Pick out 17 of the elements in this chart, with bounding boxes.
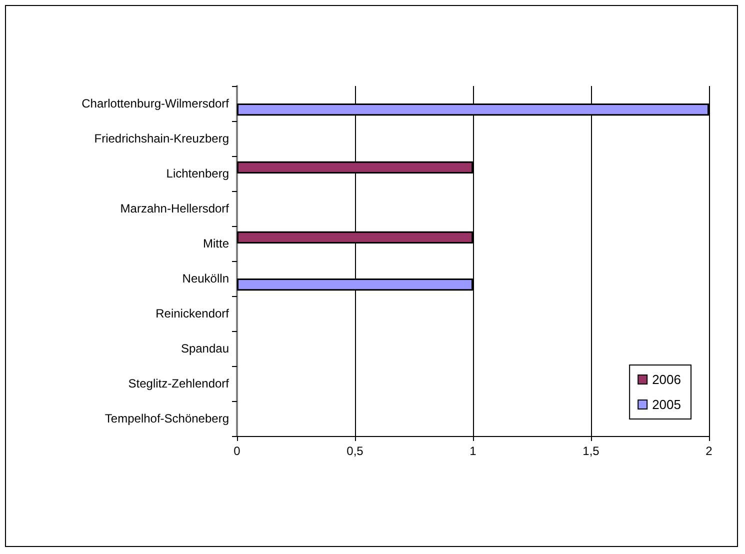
y-tick-label: Tempelhof-Schöneberg xyxy=(104,412,229,426)
y-tick-label: Marzahn-Hellersdorf xyxy=(120,202,230,216)
x-tick-label: 2 xyxy=(706,444,713,458)
y-tick-label: Friedrichshain-Kreuzberg xyxy=(94,132,229,146)
y-tick-label: Spandau xyxy=(180,342,229,356)
legend-label: 2005 xyxy=(652,397,681,412)
legend-label: 2006 xyxy=(652,372,681,387)
x-tick-label: 0 xyxy=(234,444,241,458)
x-tick-label: 1 xyxy=(470,444,477,458)
y-tick-label: Lichtenberg xyxy=(166,166,229,180)
x-tick-label: 0,5 xyxy=(346,444,364,458)
y-tick-label: Neukölln xyxy=(182,272,229,286)
y-tick-label: Reinickendorf xyxy=(156,306,230,320)
y-tick-label: Charlottenburg-Wilmersdorf xyxy=(82,96,230,110)
x-tick-label: 1,5 xyxy=(582,444,600,458)
y-tick-label: Mitte xyxy=(202,236,230,250)
y-tick-label: Steglitz-Zehlendorf xyxy=(128,376,230,390)
